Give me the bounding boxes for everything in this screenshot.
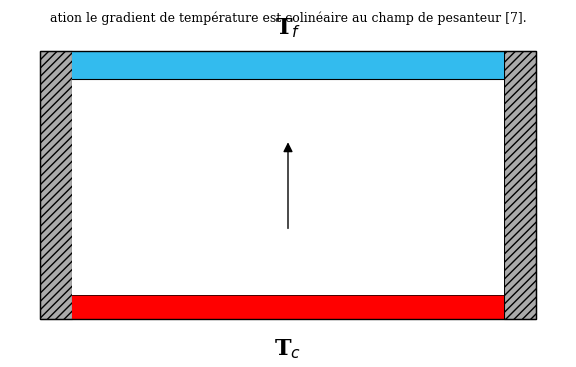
- Bar: [504, 51, 536, 319]
- Bar: [72, 295, 504, 319]
- Bar: [40, 51, 536, 319]
- Bar: [40, 51, 72, 319]
- Text: T$_f$: T$_f$: [275, 17, 301, 40]
- Text: T$_c$: T$_c$: [274, 338, 302, 361]
- Text: ation le gradient de température est colinéaire au champ de pesanteur [7].: ation le gradient de température est col…: [50, 11, 526, 25]
- Bar: [72, 51, 504, 79]
- Bar: [72, 51, 504, 319]
